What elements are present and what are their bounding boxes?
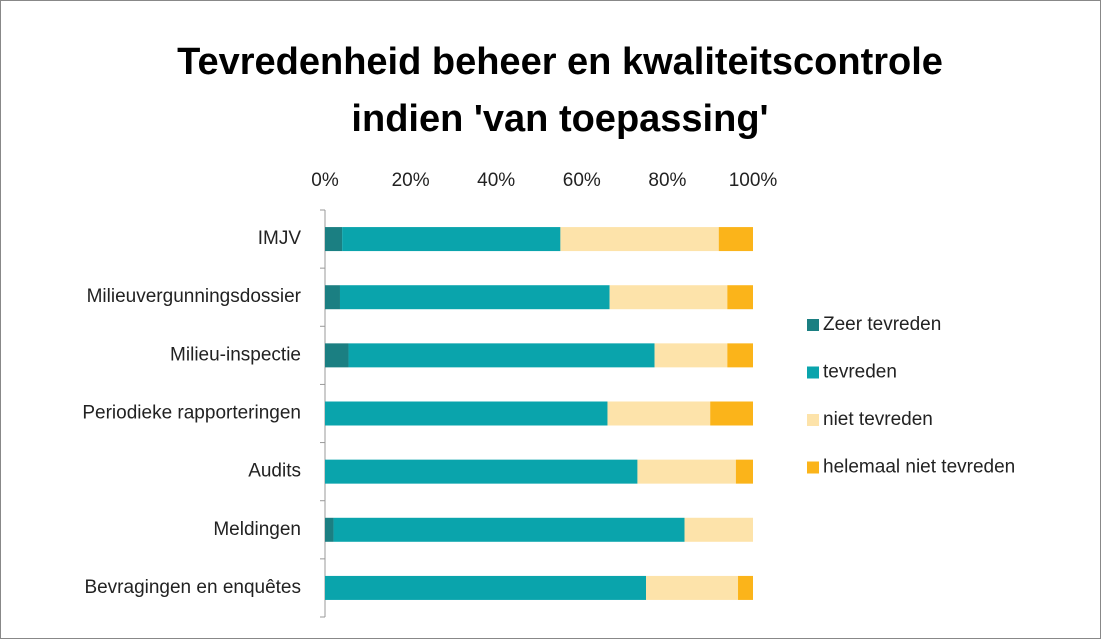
y-tick-label: Audits bbox=[248, 461, 301, 482]
legend-swatch bbox=[807, 414, 819, 426]
x-tick-label: 40% bbox=[477, 170, 515, 191]
y-tick-label: Periodieke rapporteringen bbox=[82, 403, 301, 424]
x-tick-label: 20% bbox=[392, 170, 430, 191]
legend-label: niet tevreden bbox=[823, 409, 933, 430]
legend-label: helemaal niet tevreden bbox=[823, 457, 1015, 478]
bar-segment bbox=[607, 401, 711, 426]
bar-segment bbox=[727, 285, 753, 310]
bar-segment bbox=[325, 285, 340, 310]
bar-segment bbox=[333, 517, 685, 542]
chart-title: indien 'van toepassing' bbox=[351, 98, 768, 140]
x-tick-label: 0% bbox=[311, 170, 339, 191]
y-tick-label: Bevragingen en enquêtes bbox=[84, 577, 301, 598]
bar-segment bbox=[325, 517, 334, 542]
bar-segment bbox=[325, 343, 349, 368]
legend-swatch bbox=[807, 366, 819, 379]
y-tick-label: Milieu-inspectie bbox=[170, 344, 301, 365]
bar-segment bbox=[727, 343, 753, 368]
legend-label: Zeer tevreden bbox=[823, 314, 941, 335]
bar-segment bbox=[735, 459, 753, 484]
bar-segment bbox=[342, 227, 561, 252]
legend-swatch bbox=[807, 461, 819, 474]
bar-segment bbox=[325, 575, 646, 600]
bar-segment bbox=[325, 227, 343, 252]
bar-segment bbox=[646, 575, 739, 600]
bar-segment bbox=[325, 401, 608, 426]
bar-segment bbox=[325, 459, 638, 484]
bar-segment bbox=[718, 227, 753, 252]
chart-title: Tevredenheid beheer en kwaliteitscontrol… bbox=[177, 41, 943, 83]
bar-segment bbox=[609, 285, 728, 310]
bar-segment bbox=[684, 517, 753, 542]
bar-segment bbox=[637, 459, 736, 484]
legend-label: tevreden bbox=[823, 362, 897, 383]
x-tick-label: 80% bbox=[648, 170, 686, 191]
y-tick-label: IMJV bbox=[258, 228, 302, 249]
y-tick-label: Milieuvergunningsdossier bbox=[87, 286, 302, 307]
bar-segment bbox=[710, 401, 753, 426]
x-tick-label: 100% bbox=[729, 170, 778, 191]
y-tick-label: Meldingen bbox=[213, 519, 301, 540]
legend-swatch bbox=[807, 319, 819, 331]
bar-segment bbox=[654, 343, 728, 368]
bar-segment bbox=[348, 343, 655, 368]
bar-segment bbox=[738, 575, 753, 600]
bar-segment bbox=[339, 285, 610, 310]
bar-segment bbox=[560, 227, 719, 252]
x-tick-label: 60% bbox=[563, 170, 601, 191]
